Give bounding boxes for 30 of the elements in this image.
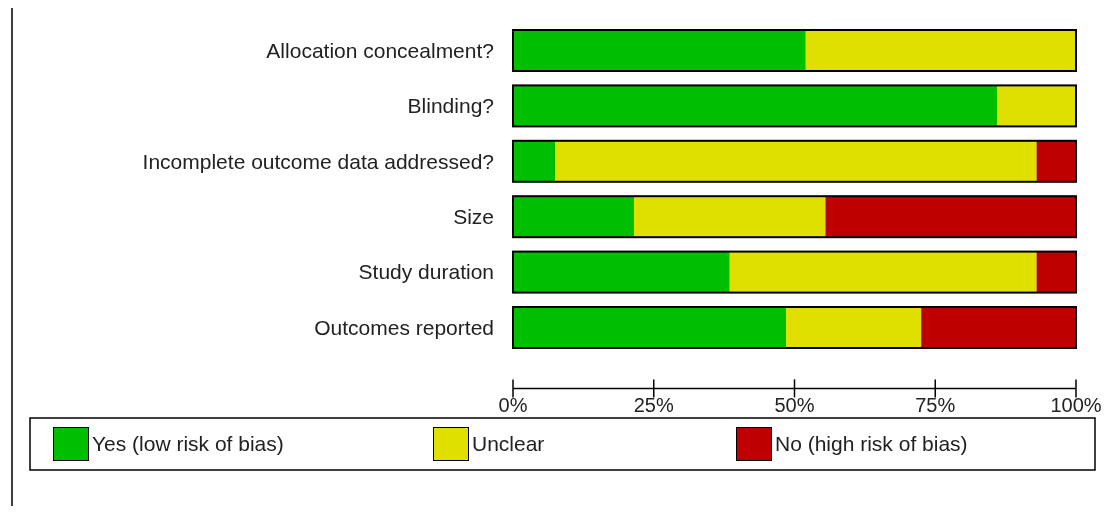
legend-label: No (high risk of bias) bbox=[775, 432, 968, 456]
y-tick-label: Allocation concealment? bbox=[266, 38, 494, 62]
x-tick-label: 50% bbox=[774, 394, 815, 417]
legend-label: Yes (low risk of bias) bbox=[92, 432, 284, 456]
bar bbox=[513, 251, 730, 293]
bar bbox=[825, 196, 1076, 238]
y-tick-label: Size bbox=[453, 205, 494, 229]
bar bbox=[786, 307, 922, 348]
x-tick-label: 100% bbox=[1050, 394, 1102, 417]
bar bbox=[805, 30, 1076, 71]
bar bbox=[555, 140, 1037, 182]
bar bbox=[1036, 251, 1076, 293]
legend-label: Unclear bbox=[472, 432, 545, 456]
bar bbox=[513, 196, 635, 238]
x-tick-label: 0% bbox=[498, 394, 528, 417]
y-tick-label: Outcomes reported bbox=[314, 315, 494, 339]
bar bbox=[729, 251, 1037, 293]
bar bbox=[921, 307, 1076, 348]
y-tick-label: Study duration bbox=[358, 260, 494, 284]
bar bbox=[1036, 140, 1076, 182]
x-tick-label: 25% bbox=[633, 394, 674, 417]
x-tick-label: 75% bbox=[915, 394, 956, 417]
bar bbox=[513, 85, 998, 127]
bar bbox=[513, 30, 806, 71]
bar bbox=[997, 85, 1076, 127]
y-tick-label: Incomplete outcome data addressed? bbox=[142, 149, 494, 173]
bar bbox=[513, 140, 556, 182]
bar bbox=[513, 307, 787, 348]
y-tick-label: Blinding? bbox=[407, 94, 494, 118]
bar bbox=[634, 196, 826, 238]
